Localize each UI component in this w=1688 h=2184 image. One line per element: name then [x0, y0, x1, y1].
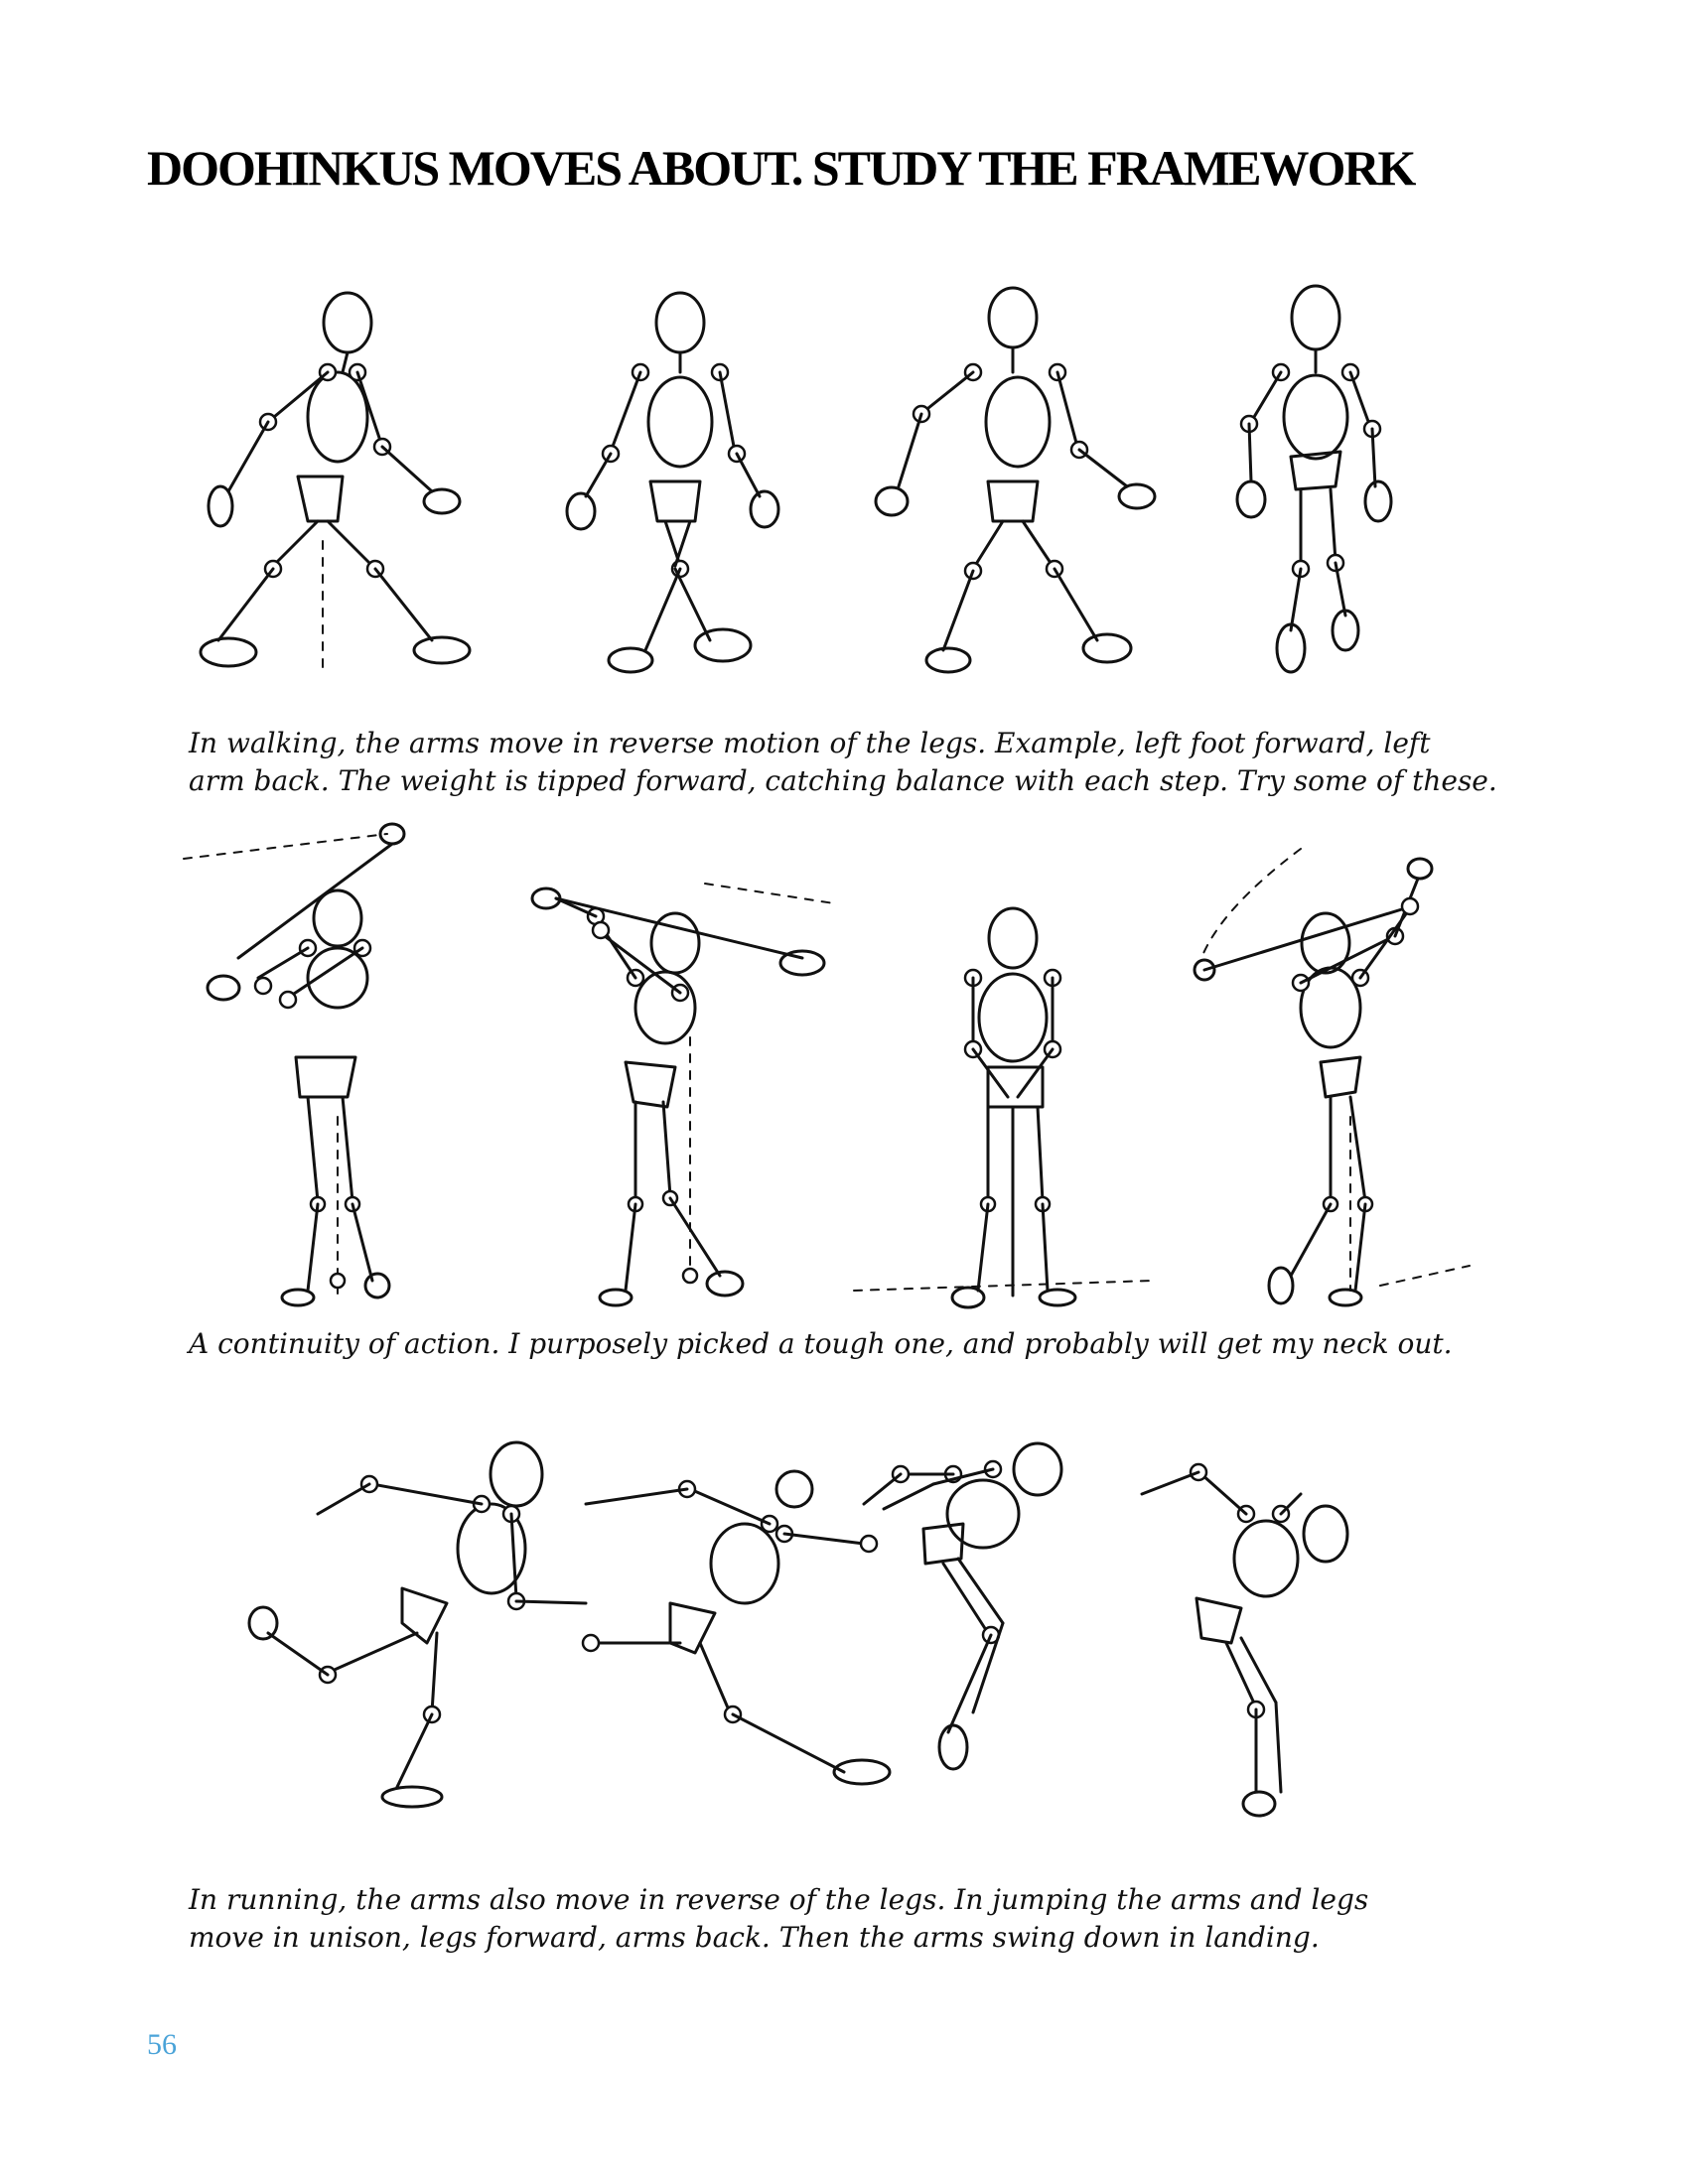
golf-figure-3 — [853, 906, 1153, 1309]
walking-figure-1 — [199, 291, 472, 676]
caption-walking-line-1: In walking, the arms move in reverse mot… — [189, 727, 1431, 759]
caption-golf-line-1: A continuity of action. I purposely pick… — [189, 1327, 1453, 1360]
golf-figure-2 — [530, 883, 835, 1307]
landing-figure — [1140, 1462, 1349, 1818]
running-figure-2 — [581, 1469, 892, 1786]
golf-figure-4 — [1193, 848, 1471, 1307]
golf-figure-1 — [183, 822, 406, 1307]
figure-illustration: In walking, the arms move in reverse mot… — [149, 223, 1509, 1980]
caption-walking: In walking, the arms move in reverse mot… — [189, 725, 1497, 800]
walking-figure-3 — [874, 286, 1157, 674]
caption-running: In running, the arms also move in revers… — [189, 1881, 1368, 1957]
page-number: 56 — [147, 2028, 177, 2061]
caption-running-line-2: move in unison, legs forward, arms back.… — [189, 1921, 1320, 1954]
page-title: DOOHINKUS MOVES ABOUT. STUDY THE FRAMEWO… — [147, 140, 1416, 196]
caption-golf: A continuity of action. I purposely pick… — [189, 1325, 1453, 1363]
jumping-figure — [862, 1441, 1063, 1771]
running-figure-1 — [247, 1440, 588, 1809]
caption-running-line-1: In running, the arms also move in revers… — [189, 1883, 1369, 1916]
caption-walking-line-2: arm back. The weight is tipped forward, … — [189, 764, 1497, 797]
walking-figure-2 — [565, 291, 780, 674]
stick-figure-drawings — [183, 284, 1471, 1818]
walking-figure-4 — [1235, 284, 1393, 674]
